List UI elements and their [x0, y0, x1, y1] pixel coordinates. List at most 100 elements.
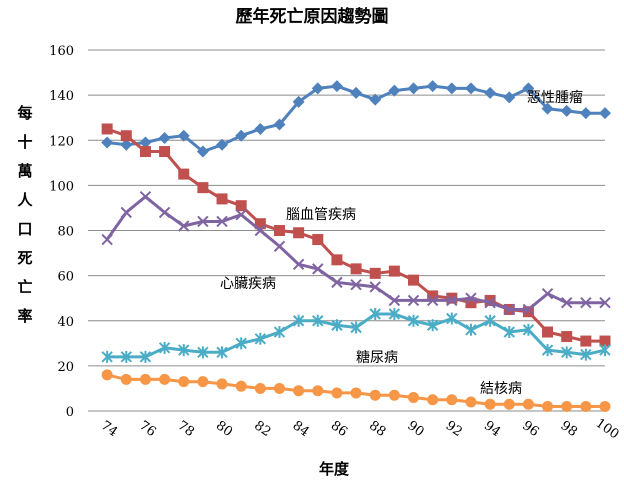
data-point: [216, 378, 228, 390]
data-point: [139, 136, 152, 149]
data-point: [139, 373, 151, 385]
data-point: [158, 206, 171, 219]
data-point: [254, 218, 266, 230]
data-point: [177, 129, 190, 142]
y-tick-label: 80: [57, 225, 74, 240]
data-point: [139, 146, 151, 158]
y-axis-title-char: 死: [17, 249, 32, 267]
data-point: [216, 193, 228, 205]
chart-title: 歷年死亡原因趨勢圖: [236, 6, 389, 27]
data-point: [254, 224, 267, 237]
y-tick-label: 60: [57, 270, 74, 285]
data-point: [331, 319, 343, 332]
x-tick-label: 74: [98, 418, 120, 440]
data-point: [197, 215, 209, 228]
data-point: [101, 136, 114, 149]
data-point: [388, 307, 401, 320]
data-point: [292, 258, 305, 271]
data-point: [293, 227, 305, 239]
data-point: [216, 215, 228, 228]
data-point: [465, 297, 477, 309]
data-point: [120, 138, 133, 151]
data-point: [599, 335, 611, 347]
data-point: [560, 346, 573, 359]
data-point: [522, 303, 535, 316]
data-point: [235, 380, 247, 392]
data-point: [254, 382, 266, 394]
data-point: [311, 82, 324, 95]
data-point: [254, 332, 267, 345]
data-point: [484, 314, 496, 327]
data-point: [426, 294, 439, 307]
data-point: [159, 373, 171, 385]
data-point: [216, 138, 229, 151]
data-point: [139, 190, 152, 203]
data-point: [522, 306, 534, 318]
data-point: [503, 303, 515, 316]
series-layer: [101, 80, 611, 412]
data-point: [331, 254, 343, 266]
y-tick-label: 0: [66, 405, 74, 420]
data-point: [159, 146, 171, 158]
data-point: [120, 130, 132, 142]
data-point: [446, 292, 458, 304]
x-tick-label: 94: [481, 418, 503, 440]
series-line: [105, 195, 605, 311]
data-point: [235, 337, 247, 350]
data-point: [331, 387, 343, 399]
series-label: 心臟疾病: [220, 276, 276, 292]
data-point: [273, 240, 286, 253]
data-point: [369, 389, 381, 401]
data-point: [541, 102, 554, 115]
data-point: [178, 376, 190, 388]
data-point: [120, 350, 133, 363]
x-tick-label: 92: [443, 418, 465, 440]
y-axis-title-char: 率: [17, 307, 32, 325]
data-point: [273, 326, 286, 339]
data-point: [350, 86, 363, 99]
y-tick-label: 20: [57, 360, 74, 375]
y-axis-title-char: 人: [17, 191, 33, 209]
data-point: [292, 314, 305, 327]
series-3: [101, 307, 611, 363]
data-point: [273, 382, 285, 394]
data-point: [120, 206, 133, 219]
data-point: [408, 391, 420, 403]
data-point: [178, 168, 190, 180]
data-point: [178, 344, 190, 357]
data-point: [235, 200, 247, 212]
data-point: [158, 341, 171, 354]
data-point: [580, 348, 592, 361]
data-point: [599, 107, 611, 120]
data-point: [580, 335, 592, 347]
series-label: 結核病: [480, 381, 522, 397]
series-2: [101, 190, 611, 316]
x-tick-label: 78: [175, 418, 197, 440]
data-point: [235, 129, 248, 142]
data-point: [522, 82, 535, 95]
data-point: [350, 387, 362, 399]
data-point: [369, 281, 381, 293]
data-point: [599, 344, 611, 357]
x-tick-label: 82: [251, 418, 273, 440]
y-tick-label: 140: [49, 89, 74, 104]
x-tick-label: 84: [290, 418, 312, 440]
y-axis-title-char: 每: [17, 104, 32, 122]
data-point: [542, 400, 554, 412]
data-point: [388, 84, 401, 97]
data-point: [465, 323, 477, 336]
data-point: [197, 182, 209, 194]
x-tick-label: 98: [558, 418, 580, 440]
x-tick-label: 80: [213, 418, 235, 440]
y-axis-title-char: 十: [17, 133, 32, 151]
data-point: [484, 398, 496, 410]
data-point: [427, 394, 439, 406]
data-point: [120, 373, 132, 385]
data-point: [388, 265, 400, 277]
y-axis-ticks: 0 20 40 60 80 100 120 140 160: [49, 44, 74, 420]
data-point: [216, 346, 228, 359]
data-point: [273, 225, 285, 236]
series-4: [101, 369, 611, 412]
